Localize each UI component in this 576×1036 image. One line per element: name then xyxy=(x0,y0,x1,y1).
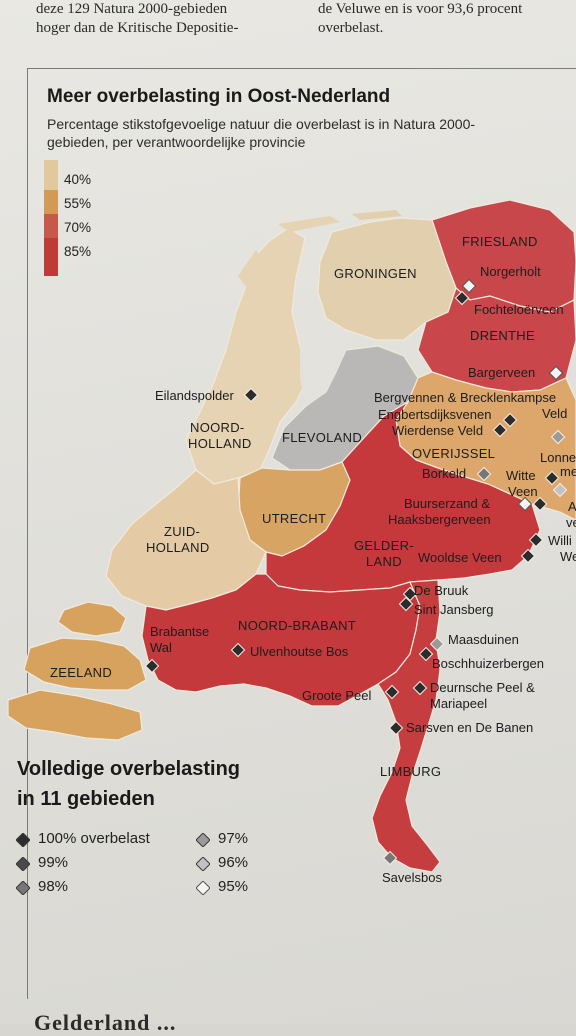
wadden-island xyxy=(278,216,340,232)
province-label-line: NOORD- xyxy=(190,420,245,435)
area-marker-sarsven: Sarsven en De Banen xyxy=(390,720,534,735)
province-label: FLEVOLAND xyxy=(282,430,362,445)
diamond-icon xyxy=(16,833,30,847)
province-label: NOORD- HOLLAND xyxy=(188,420,252,451)
area-label: Bargerveen xyxy=(468,365,535,380)
area-label: Ulvenhoutse Bos xyxy=(250,644,349,659)
area-label: Buurserzand & Haaksbergerveen xyxy=(388,496,494,527)
province-label: OVERIJSSEL xyxy=(412,446,495,461)
area-label: Engbertsdijksvenen xyxy=(378,407,491,422)
markers-legend-title: Volledige overbelasting in 11 gebieden xyxy=(17,754,307,814)
area-marker-maasduinen: Maasduinen xyxy=(431,632,519,651)
area-label: Wierdense Veld xyxy=(392,423,483,438)
area-label-line: veen xyxy=(566,515,576,530)
area-label-line: Buurserzand & xyxy=(404,496,490,511)
province-label-line: HOLLAND xyxy=(146,540,210,555)
area-label: Sint Jansberg xyxy=(414,602,494,617)
area-label: Willi We xyxy=(548,533,576,564)
area-label-line: Willi xyxy=(548,533,572,548)
area-label-line: Aam xyxy=(568,499,576,514)
area-label: Sarsven en De Banen xyxy=(406,720,533,735)
province-label: LIMBURG xyxy=(380,764,441,779)
province-zeeland xyxy=(58,602,126,636)
area-label: Eilandspolder xyxy=(155,388,234,403)
diamond-icon xyxy=(196,881,210,895)
legend-label: 95% xyxy=(218,878,248,895)
province-label-line: GELDER- xyxy=(354,538,414,553)
province-label: ZEELAND xyxy=(50,665,112,680)
province-label: GRONINGEN xyxy=(334,266,417,281)
province-label-line: HOLLAND xyxy=(188,436,252,451)
area-label: Borkeld xyxy=(422,466,466,481)
area-label-line: Veen xyxy=(508,484,538,499)
area-label-line: Deurnsche Peel & xyxy=(430,680,535,695)
area-label: Fochteloërveen xyxy=(474,302,564,317)
area-marker-willinks-weust: Willi We xyxy=(530,533,576,564)
area-label-line: meer xyxy=(560,464,576,479)
legend-label: 99% xyxy=(38,854,68,871)
area-label-line: Lonneker xyxy=(540,450,576,465)
area-label-line: Veld xyxy=(542,406,567,421)
area-label: De Bruuk xyxy=(414,583,469,598)
province-label-line: LAND xyxy=(366,554,402,569)
area-marker-ulvenhoutse-bos: Ulvenhoutse Bos xyxy=(232,644,349,660)
area-label: Maasduinen xyxy=(448,632,519,647)
province-label: UTRECHT xyxy=(262,511,326,526)
diamond-icon xyxy=(16,881,30,895)
legend-label: 98% xyxy=(38,878,68,895)
legend-title-line: in 11 gebieden xyxy=(17,784,307,814)
province-label: FRIESLAND xyxy=(462,234,538,249)
diamond-icon xyxy=(196,833,210,847)
diamond-icon xyxy=(196,857,210,871)
area-label: Deurnsche Peel & Mariapeel xyxy=(430,680,538,711)
area-label: Norgerholt xyxy=(480,264,541,279)
legend-label: 97% xyxy=(218,830,248,847)
area-label-line: Haaksbergerveen xyxy=(388,512,491,527)
area-label-line: We xyxy=(560,549,576,564)
legend-title-line: Volledige overbelasting xyxy=(17,754,307,784)
legend-label: 100% overbelast xyxy=(38,830,150,847)
next-article-headline: Gelderland ... xyxy=(34,1010,176,1036)
area-marker-boschhuizerbergen: Boschhuizerbergen xyxy=(420,648,545,672)
legend-label: 96% xyxy=(218,854,248,871)
province-zeeland xyxy=(24,638,146,690)
area-label: Boschhuizerbergen xyxy=(432,656,544,671)
area-label-line: Bergvennen & Brecklenkampse xyxy=(374,390,556,405)
area-label: Savelsbos xyxy=(382,870,442,885)
area-label: Witte Veen xyxy=(506,468,539,499)
province-label: DRENTHE xyxy=(470,328,535,343)
diamond-icon xyxy=(16,857,30,871)
province-label-line: ZUID- xyxy=(164,524,200,539)
area-label: Groote Peel xyxy=(302,688,371,703)
province-label: NOORD-BRABANT xyxy=(238,618,356,633)
area-label-line: Mariapeel xyxy=(430,696,487,711)
province-zeeland xyxy=(8,690,142,740)
area-label: Aam veen xyxy=(566,499,576,530)
area-label-line: Brabantse xyxy=(150,624,209,639)
area-label-line: Witte xyxy=(506,468,536,483)
area-marker-deurnsche-peel: Deurnsche Peel & Mariapeel xyxy=(414,680,539,711)
area-marker-de-bruuk: De Bruuk xyxy=(404,583,469,601)
area-label-line: Wal xyxy=(150,640,172,655)
area-label: Wooldse Veen xyxy=(418,550,502,565)
